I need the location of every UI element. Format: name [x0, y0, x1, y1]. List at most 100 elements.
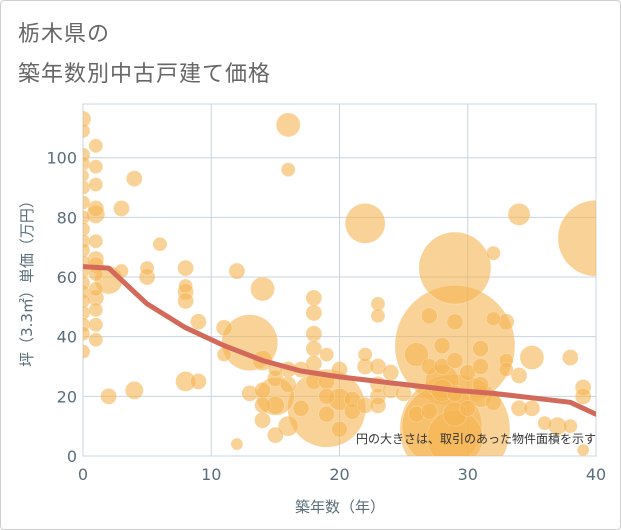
data-bubble — [433, 337, 451, 354]
data-bubble — [277, 415, 299, 437]
data-bubble — [369, 396, 387, 414]
data-bubble — [305, 355, 323, 372]
data-bubble — [510, 367, 528, 384]
data-bubble — [404, 342, 429, 367]
bubble-layer — [83, 110, 596, 456]
data-bubble — [190, 373, 207, 390]
data-bubble — [507, 203, 531, 226]
data-bubble — [485, 394, 502, 411]
data-bubble — [537, 415, 553, 431]
x-tick-label: 30 — [458, 465, 478, 484]
data-bubble — [523, 399, 541, 417]
data-bubble — [486, 245, 501, 261]
data-bubble — [305, 304, 323, 322]
data-bubble — [83, 169, 90, 182]
data-bubble — [126, 170, 143, 187]
data-bubble — [318, 388, 335, 405]
data-bubble — [152, 236, 168, 252]
data-bubble — [83, 221, 91, 237]
x-tick-label: 10 — [201, 465, 221, 484]
data-bubble — [292, 399, 310, 417]
data-bubble — [574, 388, 592, 405]
x-tick-label: 20 — [329, 465, 349, 484]
data-bubble — [250, 276, 275, 302]
data-bubble — [267, 426, 284, 444]
data-bubble — [254, 411, 271, 429]
data-bubble — [344, 203, 386, 244]
data-bubble — [88, 233, 104, 249]
data-bubble — [88, 332, 104, 347]
data-bubble — [83, 156, 91, 171]
data-bubble — [83, 123, 91, 139]
data-bubble — [88, 317, 104, 333]
trend-line — [83, 264, 596, 417]
data-bubble — [576, 443, 590, 456]
x-tick-label: 40 — [586, 465, 606, 484]
data-bubble — [420, 402, 438, 420]
data-bubble — [319, 347, 334, 362]
data-bubble — [446, 313, 464, 331]
data-bubble — [83, 326, 91, 341]
data-bubble — [88, 177, 104, 192]
data-bubble — [125, 381, 144, 400]
data-bubble — [88, 302, 104, 318]
y-tick-label: 40 — [57, 328, 77, 347]
bubble-size-note: 円の大きさは、取引のあった物件面積を示す — [356, 431, 596, 446]
chart-title-line2: 築年数別中古戸建て価格 — [18, 62, 272, 87]
data-bubble — [446, 352, 464, 369]
data-bubble — [83, 110, 92, 128]
y-tick-label: 0 — [67, 447, 77, 466]
y-tick-label: 60 — [57, 268, 77, 287]
data-bubble — [562, 349, 579, 366]
data-bubble — [357, 347, 373, 362]
data-bubble — [459, 399, 477, 417]
y-tick-label: 80 — [57, 208, 77, 227]
data-bubble — [486, 311, 501, 327]
data-bubble — [279, 376, 297, 393]
data-bubble — [139, 260, 155, 276]
data-bubble — [563, 418, 578, 434]
data-bubble — [83, 195, 91, 210]
data-bubble — [178, 278, 193, 294]
data-bubble — [395, 385, 412, 402]
data-bubble — [497, 313, 515, 331]
data-bubble — [254, 382, 271, 399]
x-axis-title: 築年数（年） — [295, 498, 385, 516]
x-tick-label: 0 — [78, 465, 88, 484]
data-bubble — [87, 200, 105, 217]
data-bubble — [305, 325, 323, 342]
data-bubble — [331, 420, 348, 438]
data-bubble — [113, 200, 130, 217]
data-bubble — [228, 262, 246, 280]
y-axis-title: 坪（3.3㎡）単価（万円） — [18, 193, 36, 367]
data-bubble — [472, 358, 489, 375]
data-bubble — [370, 308, 386, 324]
data-bubble — [88, 159, 104, 174]
tick-labels: 0 10 20 30 40 0 20 40 60 80 100 — [46, 149, 606, 484]
data-bubble — [254, 396, 271, 414]
data-bubble — [100, 388, 117, 405]
trend-layer — [83, 264, 596, 417]
data-bubble — [498, 362, 514, 377]
data-bubble — [88, 138, 104, 154]
data-bubble — [275, 112, 301, 138]
data-bubble — [418, 231, 492, 305]
data-bubble — [472, 340, 489, 357]
chart-title-line1: 栃木県の — [18, 22, 111, 47]
data-bubble — [83, 344, 91, 359]
data-bubble — [382, 364, 400, 381]
y-tick-label: 20 — [57, 387, 77, 406]
data-bubble — [190, 313, 207, 331]
data-bubble — [305, 289, 323, 307]
data-bubble — [83, 242, 91, 258]
data-bubble — [215, 319, 233, 337]
data-bubble — [230, 437, 244, 451]
data-bubble — [177, 259, 194, 277]
data-bubble — [88, 281, 104, 297]
y-tick-label: 100 — [46, 149, 77, 168]
data-bubble — [83, 293, 91, 309]
data-bubble — [177, 292, 194, 310]
data-bubble — [557, 199, 596, 277]
data-bubble — [519, 345, 545, 370]
